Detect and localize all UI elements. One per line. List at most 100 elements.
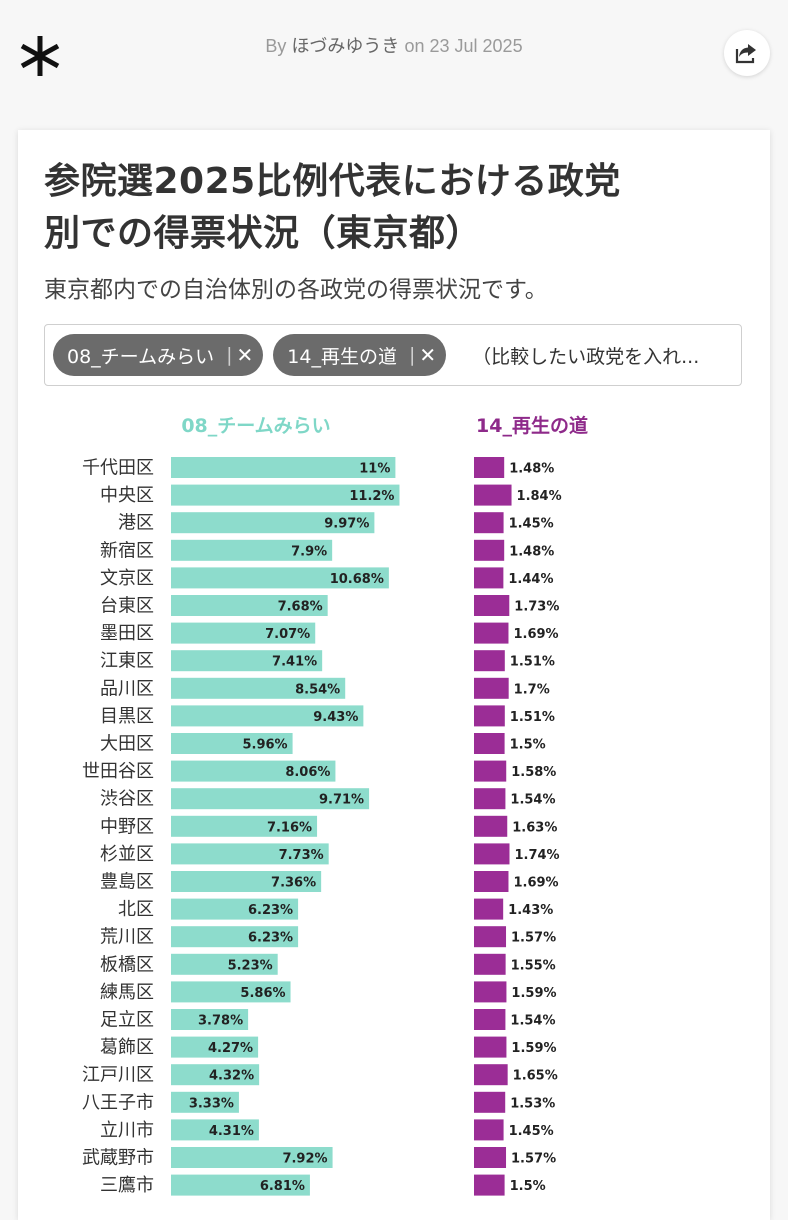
byline: By ほづみゆうき on 23 Jul 2025	[0, 32, 788, 58]
municipality-label: 練馬区	[100, 982, 154, 1003]
municipality-label: 中野区	[100, 816, 154, 837]
byline-on: on	[404, 36, 425, 56]
bar-saisei-no-michi	[474, 457, 505, 478]
asterisk-icon[interactable]	[18, 34, 62, 78]
value-label-saisei-no-michi: 1.48%	[509, 544, 554, 559]
bar-saisei-no-michi	[474, 1009, 506, 1030]
value-label-saisei-no-michi: 1.69%	[513, 876, 558, 891]
value-label-saisei-no-michi: 1.58%	[511, 765, 556, 780]
author-name[interactable]: ほづみゆうき	[291, 36, 400, 56]
bar-team-mirai	[171, 898, 299, 920]
top-bar: By ほづみゆうき on 23 Jul 2025	[0, 0, 788, 110]
value-label-saisei-no-michi: 1.7%	[514, 682, 550, 697]
bar-saisei-no-michi	[474, 760, 507, 782]
value-label-team-mirai: 10.68%	[330, 572, 384, 587]
bar-saisei-no-michi	[474, 1036, 507, 1058]
series-header-team-mirai: 08_チームみらい	[181, 415, 330, 437]
municipality-label: 江東区	[100, 651, 154, 672]
value-label-team-mirai: 6.81%	[260, 1179, 305, 1194]
value-label-team-mirai: 5.86%	[240, 986, 285, 1001]
bar-team-mirai	[171, 815, 318, 837]
bar-team-mirai	[171, 1036, 259, 1058]
value-label-saisei-no-michi: 1.69%	[513, 627, 558, 642]
bar-team-mirai	[171, 705, 364, 727]
value-label-saisei-no-michi: 1.5%	[510, 1179, 546, 1194]
municipality-label: 足立区	[100, 1010, 154, 1031]
value-label-team-mirai: 4.27%	[208, 1041, 253, 1056]
value-label-saisei-no-michi: 1.48%	[509, 462, 554, 477]
value-label-team-mirai: 5.23%	[228, 958, 273, 973]
bar-saisei-no-michi	[474, 622, 509, 644]
municipality-label: 目黒区	[100, 706, 154, 727]
municipality-label: 墨田区	[100, 623, 154, 644]
close-icon[interactable]: ✕	[419, 343, 437, 367]
bar-team-mirai	[171, 1091, 239, 1113]
municipality-label: 立川市	[100, 1120, 154, 1141]
series-header-saisei-no-michi: 14_再生の道	[476, 414, 588, 437]
municipality-label: 葛飾区	[100, 1037, 154, 1058]
value-label-team-mirai: 7.92%	[282, 1152, 327, 1167]
municipality-label: 文京区	[100, 568, 154, 589]
value-label-saisei-no-michi: 1.54%	[510, 793, 555, 808]
bar-team-mirai	[171, 981, 291, 1003]
municipality-label: 品川区	[100, 678, 154, 699]
chip-separator: |	[408, 344, 416, 366]
value-label-team-mirai: 7.16%	[267, 820, 312, 835]
value-label-saisei-no-michi: 1.63%	[512, 820, 557, 835]
bar-saisei-no-michi	[474, 871, 509, 892]
bar-team-mirai	[171, 539, 333, 561]
bar-saisei-no-michi	[474, 1091, 506, 1113]
bar-team-mirai	[171, 1119, 259, 1141]
close-icon[interactable]: ✕	[236, 343, 254, 367]
bar-saisei-no-michi	[474, 926, 507, 948]
value-label-team-mirai: 9.71%	[319, 793, 364, 808]
bar-saisei-no-michi	[474, 843, 510, 865]
value-label-team-mirai: 3.78%	[198, 1014, 243, 1029]
publish-date: 23 Jul 2025	[429, 36, 523, 56]
party-selector[interactable]: 08_チームみらい | ✕ 14_再生の道 | ✕ （比較したい政党を入れ...	[44, 324, 742, 386]
value-label-team-mirai: 3.33%	[189, 1096, 234, 1111]
value-label-team-mirai: 4.31%	[209, 1124, 254, 1139]
chart-card: 参院選2025比例代表における政党 別での得票状況（東京都） 東京都内での自治体…	[18, 130, 770, 1220]
bar-team-mirai	[171, 595, 328, 616]
party-chip-2[interactable]: 14_再生の道 | ✕	[273, 334, 447, 376]
bar-saisei-no-michi	[474, 788, 506, 810]
value-label-saisei-no-michi: 1.44%	[508, 572, 553, 587]
bar-team-mirai	[171, 733, 293, 754]
bar-team-mirai	[171, 788, 370, 810]
bar-saisei-no-michi	[474, 677, 509, 699]
bar-team-mirai	[171, 677, 346, 699]
municipality-label: 荒川区	[100, 927, 154, 948]
municipality-label: 江戸川区	[82, 1065, 154, 1086]
value-label-saisei-no-michi: 1.53%	[510, 1096, 555, 1111]
party-chip-1[interactable]: 08_チームみらい | ✕	[53, 334, 264, 376]
value-label-saisei-no-michi: 1.45%	[509, 1124, 554, 1139]
value-label-saisei-no-michi: 1.59%	[511, 1041, 556, 1056]
value-label-team-mirai: 9.43%	[313, 710, 358, 725]
value-label-team-mirai: 5.96%	[242, 738, 287, 753]
share-button[interactable]	[724, 30, 770, 76]
bar-saisei-no-michi	[474, 650, 505, 672]
bar-team-mirai	[171, 926, 299, 948]
bar-team-mirai	[171, 871, 322, 892]
bar-saisei-no-michi	[474, 595, 510, 616]
value-label-saisei-no-michi: 1.5%	[510, 738, 546, 753]
party-search-placeholder[interactable]: （比較したい政党を入れ...	[472, 345, 700, 368]
value-label-team-mirai: 7.73%	[279, 848, 324, 863]
chart-title: 参院選2025比例代表における政党 別での得票状況（東京都）	[44, 156, 744, 260]
value-label-team-mirai: 7.07%	[265, 627, 310, 642]
value-label-team-mirai: 6.23%	[248, 903, 293, 918]
chip-separator: |	[226, 344, 233, 366]
municipality-label: 豊島区	[100, 872, 154, 893]
chart-subtitle: 東京都内での自治体別の各政党の得票状況です。	[44, 277, 548, 303]
bar-saisei-no-michi	[474, 539, 505, 561]
municipality-label: 渋谷区	[100, 789, 154, 810]
municipality-label: 台東区	[100, 596, 154, 617]
bar-team-mirai	[171, 512, 375, 534]
municipality-label: 港区	[118, 513, 154, 534]
municipality-label: 北区	[118, 899, 154, 920]
value-label-saisei-no-michi: 1.65%	[513, 1069, 558, 1084]
share-icon	[735, 44, 756, 64]
bar-saisei-no-michi	[474, 953, 506, 975]
